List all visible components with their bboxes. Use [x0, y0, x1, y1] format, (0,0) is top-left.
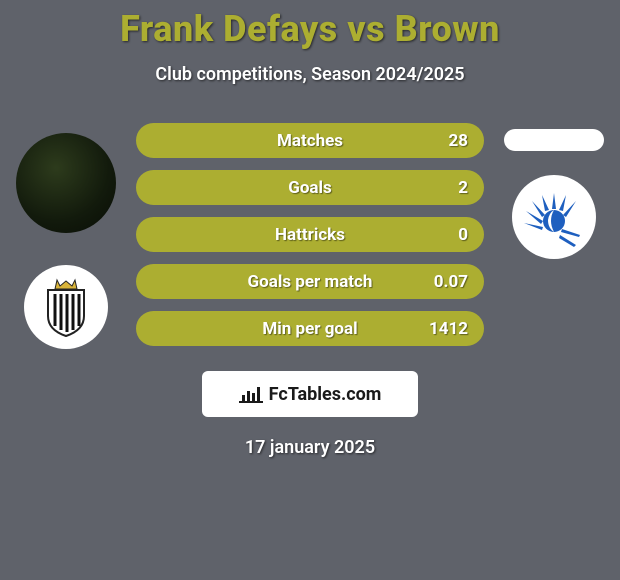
stat-label: Goals	[288, 178, 332, 198]
brand-text: FcTables.com	[269, 384, 382, 405]
brand-badge: FcTables.com	[202, 371, 418, 417]
right-player-column	[494, 123, 614, 259]
right-player-photo	[504, 129, 604, 151]
left-player-column	[6, 123, 126, 349]
right-club-crest-icon	[512, 175, 596, 259]
chart-icon	[239, 384, 263, 404]
stat-value: 0.07	[434, 272, 468, 292]
stat-value: 2	[458, 178, 468, 198]
comparison-body: Matches 28 Goals 2 Hattricks 0 Goals per match…	[0, 123, 620, 349]
left-player-photo	[16, 133, 116, 233]
stat-bar: Hattricks 0	[136, 217, 484, 252]
stat-label: Hattricks	[275, 225, 345, 245]
stat-label: Goals per match	[248, 272, 373, 292]
left-club-crest-icon	[24, 265, 108, 349]
stat-bar: Goals 2	[136, 170, 484, 205]
stat-bar: Goals per match 0.07	[136, 264, 484, 299]
stat-label: Min per goal	[262, 319, 357, 339]
stat-value: 0	[458, 225, 468, 245]
stat-bar: Matches 28	[136, 123, 484, 158]
stat-label: Matches	[277, 131, 343, 151]
stat-value: 1412	[429, 319, 468, 339]
stat-bars: Matches 28 Goals 2 Hattricks 0 Goals per match…	[126, 123, 494, 346]
subtitle: Club competitions, Season 2024/2025	[0, 64, 620, 85]
date-text: 17 january 2025	[0, 437, 620, 458]
stat-bar: Min per goal 1412	[136, 311, 484, 346]
comparison-card: Frank Defays vs Brown Club competitions,…	[0, 0, 620, 580]
page-title: Frank Defays vs Brown	[0, 0, 620, 50]
stat-value: 28	[448, 131, 468, 151]
